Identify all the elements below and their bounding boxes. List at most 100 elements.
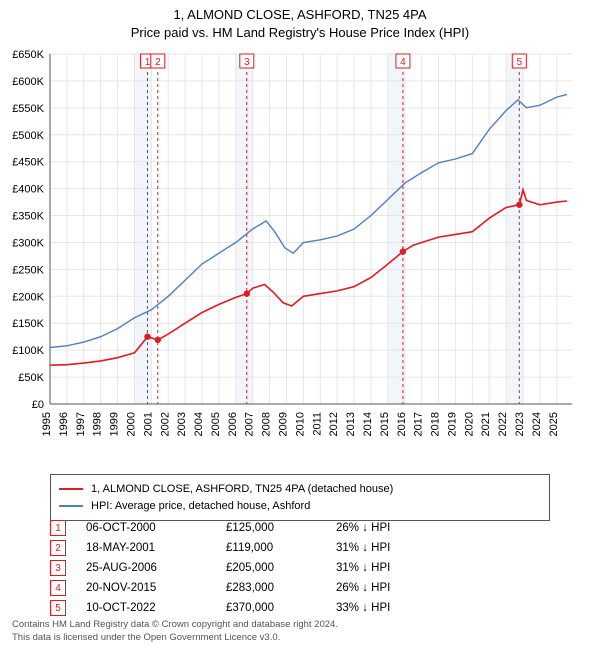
shaded-band [506,54,523,404]
event-index: 1 [50,520,66,536]
x-tick-label: 2021 [480,412,492,436]
event-hpi: 26% ↓ HPI [336,522,390,534]
footer-line2: This data is licensed under the Open Gov… [12,632,338,644]
x-tick-label: 2006 [227,412,239,436]
legend-row: HPI: Average price, detached house, Ashf… [59,498,541,515]
event-index: 2 [50,540,66,556]
legend-label: 1, ALMOND CLOSE, ASHFORD, TN25 4PA (deta… [91,481,393,498]
x-tick-label: 2016 [396,412,408,436]
x-tick-label: 2022 [497,412,509,436]
event-price: £370,000 [226,602,336,614]
shaded-band [236,54,253,404]
event-row: 3 25-AUG-2006£205,00031% ↓ HPI [50,558,550,578]
footer: Contains HM Land Registry data © Crown c… [12,619,338,644]
series-marker [144,333,150,339]
x-tick-label: 2004 [193,412,205,436]
event-hpi: 31% ↓ HPI [336,562,390,574]
x-tick-label: 2013 [345,412,357,436]
x-tick-label: 2010 [294,412,306,436]
y-tick-label: £400K [12,184,44,196]
y-tick-label: £50K [18,372,44,384]
y-tick-label: £150K [12,318,44,330]
x-tick-label: 2008 [261,412,273,436]
x-tick-label: 2019 [446,412,458,436]
x-tick-label: 2017 [413,412,425,436]
x-tick-label: 2001 [142,412,154,436]
x-tick-label: 2000 [125,412,137,436]
shaded-band [134,54,151,404]
x-tick-label: 2025 [548,412,560,436]
x-tick-label: 2024 [531,412,543,436]
series-marker [400,248,406,254]
y-tick-label: £500K [12,130,44,142]
y-tick-label: £450K [12,157,44,169]
events-table: 106-OCT-2000£125,00026% ↓ HPI218-MAY-200… [50,518,550,618]
footer-line1: Contains HM Land Registry data © Crown c… [12,619,338,631]
title-block: 1, ALMOND CLOSE, ASHFORD, TN25 4PA Price… [0,0,600,41]
series-marker [244,290,250,296]
event-price: £119,000 [226,542,336,554]
y-tick-label: £300K [12,237,44,249]
legend-swatch [59,505,83,507]
y-tick-label: £350K [12,211,44,223]
x-tick-label: 2009 [278,412,290,436]
x-tick-label: 2015 [379,412,391,436]
series-marker [516,202,522,208]
y-tick-label: £100K [12,345,44,357]
event-date: 25-AUG-2006 [86,562,226,574]
chart-area: £0 £50K £100K £150K £200K £250K £300K £350K £400… [0,44,600,464]
x-tick-label: 2020 [463,412,475,436]
event-date: 06-OCT-2000 [86,522,226,534]
x-tick-label: 2005 [210,412,222,436]
x-tick-label: 2011 [311,412,323,436]
event-date: 10-OCT-2022 [86,602,226,614]
event-row: 2 18-MAY-2001£119,00031% ↓ HPI [50,538,550,558]
y-tick-label: £600K [12,76,44,88]
legend-label: HPI: Average price, detached house, Ashf… [91,498,310,515]
event-row: 4 20-NOV-2015£283,00026% ↓ HPI [50,578,550,598]
event-hpi: 31% ↓ HPI [336,542,390,554]
series-marker [155,337,161,343]
title-subtitle: Price paid vs. HM Land Registry's House … [0,24,600,42]
legend: 1, ALMOND CLOSE, ASHFORD, TN25 4PA (deta… [50,474,550,521]
legend-row: 1, ALMOND CLOSE, ASHFORD, TN25 4PA (deta… [59,481,541,498]
event-index: 3 [50,560,66,576]
x-tick-label: 2003 [176,412,188,436]
event-hpi: 26% ↓ HPI [336,582,390,594]
shaded-band [388,54,405,404]
event-marker-number: 2 [155,57,161,68]
event-hpi: 33% ↓ HPI [336,602,390,614]
event-index: 5 [50,600,66,616]
event-price: £205,000 [226,562,336,574]
event-date: 20-NOV-2015 [86,582,226,594]
x-tick-label: 2023 [514,412,526,436]
x-tick-label: 1997 [75,412,87,436]
event-marker-number: 1 [145,57,151,68]
x-tick-label: 2018 [430,412,442,436]
x-tick-label: 1995 [41,412,53,436]
event-row: 5 10-OCT-2022£370,00033% ↓ HPI [50,598,550,618]
legend-swatch [59,488,83,490]
y-tick-label: £0 [32,399,44,411]
y-tick-label: £200K [12,291,44,303]
x-tick-label: 2012 [328,412,340,436]
x-tick-label: 2014 [362,412,374,436]
event-date: 18-MAY-2001 [86,542,226,554]
event-marker-number: 5 [517,57,523,68]
x-tick-label: 2007 [244,412,256,436]
chart-svg: £0 £50K £100K £150K £200K £250K £300K £350K £400… [0,44,600,464]
chart-container: 1, ALMOND CLOSE, ASHFORD, TN25 4PA Price… [0,0,600,650]
event-index: 4 [50,580,66,596]
x-tick-label: 1998 [92,412,104,436]
y-tick-label: £650K [12,49,44,61]
x-tick-label: 2002 [159,412,171,436]
x-tick-label: 1996 [58,412,70,436]
y-tick-label: £250K [12,264,44,276]
event-marker-number: 3 [244,57,250,68]
title-address: 1, ALMOND CLOSE, ASHFORD, TN25 4PA [0,6,600,24]
event-marker-number: 4 [400,57,406,68]
x-tick-label: 1999 [109,412,121,436]
y-tick-label: £550K [12,103,44,115]
event-price: £283,000 [226,582,336,594]
event-row: 106-OCT-2000£125,00026% ↓ HPI [50,518,550,538]
